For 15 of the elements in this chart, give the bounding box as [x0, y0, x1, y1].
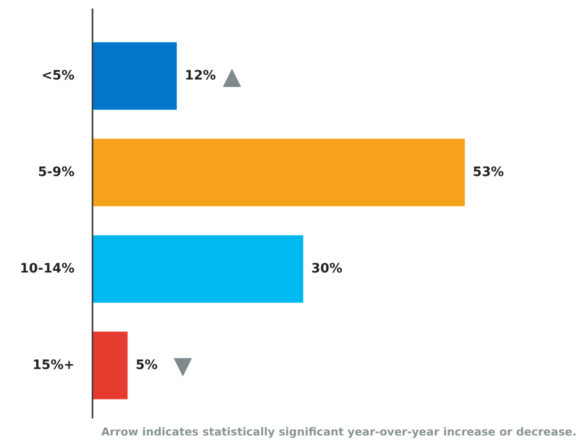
- y-tick-label: <5%: [42, 68, 75, 84]
- y-tick-label: 10-14%: [20, 261, 75, 276]
- bar: [92, 138, 465, 206]
- data-label: 30%: [311, 261, 342, 276]
- data-label: 53%: [472, 165, 504, 180]
- data-label: 12%: [184, 68, 216, 84]
- bar: [92, 235, 304, 303]
- bar: [92, 332, 128, 400]
- annotation: ▼: [174, 351, 193, 380]
- bar: [92, 42, 177, 110]
- data-label: 5%: [136, 358, 158, 373]
- annotation: ▲: [222, 62, 242, 90]
- y-tick-label: 5-9%: [38, 165, 75, 180]
- text: Arrow indicates statistically significant year-over-year increase or decrease.: [101, 426, 576, 438]
- y-tick-label: 15%+: [32, 358, 75, 373]
